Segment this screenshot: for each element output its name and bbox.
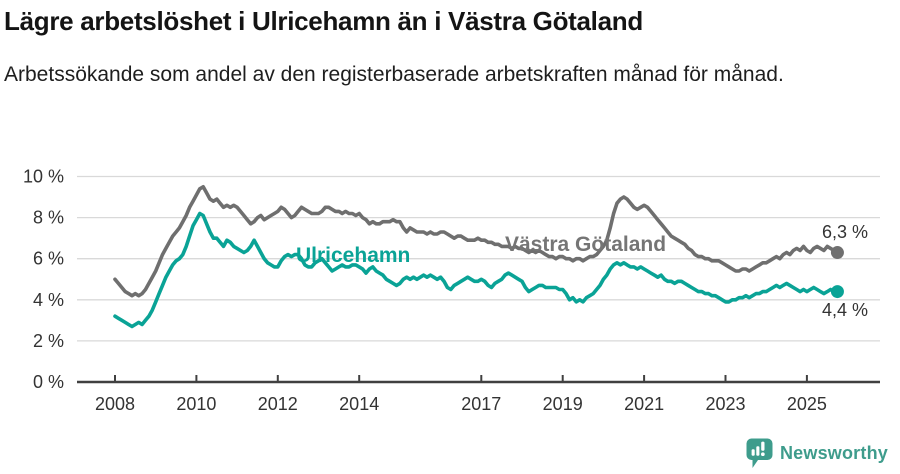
- x-tick-label: 2014: [339, 394, 379, 414]
- series-end-dot: [830, 285, 844, 299]
- unemployment-line-chart: 0 % 2 % 4 % 6 % 8 % 10 % 2008 2010 2012 2014 2017 2…: [23, 167, 880, 415]
- series-inline-label: Västra Götaland: [505, 233, 666, 256]
- series-line-ulricehamn: [113, 211, 840, 329]
- brand-footer: Newsworthy: [746, 438, 888, 469]
- series-end-value-label: 4,4 %: [822, 300, 868, 320]
- series-end-value-label: 6,3 %: [822, 222, 868, 242]
- y-tick-label: 0 %: [33, 372, 64, 392]
- y-tick-label: 4 %: [33, 290, 64, 310]
- chart-series-lines: [113, 184, 844, 329]
- chart-title: Lägre arbetslöshet i Ulricehamn än i Väs…: [4, 6, 643, 36]
- series-inline-label: Ulricehamn: [296, 244, 410, 267]
- chart-gridlines: [77, 175, 880, 342]
- y-tick-label: 6 %: [33, 249, 64, 269]
- x-tick-label: 2021: [624, 394, 664, 414]
- x-tick-label: 2008: [95, 394, 135, 414]
- y-tick-label: 8 %: [33, 208, 64, 228]
- series-end-dot: [830, 246, 844, 260]
- series-line-v-stra-g-taland: [113, 184, 840, 298]
- chart-area: 0 % 2 % 4 % 6 % 8 % 10 % 2008 2010 2012 2014 2017 2…: [0, 163, 900, 431]
- brand-name: Newsworthy: [779, 443, 888, 463]
- x-tick-label: 2023: [705, 394, 745, 414]
- newsworthy-logo-icon: [746, 438, 773, 468]
- chart-labels: 0 % 2 % 4 % 6 % 8 % 10 % 2008 2010 2012 2014 2017 2…: [23, 167, 868, 415]
- x-tick-label: 2025: [787, 394, 827, 414]
- y-tick-label: 2 %: [33, 331, 64, 351]
- x-tick-label: 2012: [258, 394, 298, 414]
- x-tick-label: 2017: [461, 394, 501, 414]
- y-tick-label: 10 %: [23, 167, 64, 187]
- chart-subtitle: Arbetssökande som andel av den registerb…: [4, 63, 784, 86]
- x-tick-label: 2019: [543, 394, 583, 414]
- chart-axis: [77, 375, 880, 384]
- x-tick-label: 2010: [176, 394, 216, 414]
